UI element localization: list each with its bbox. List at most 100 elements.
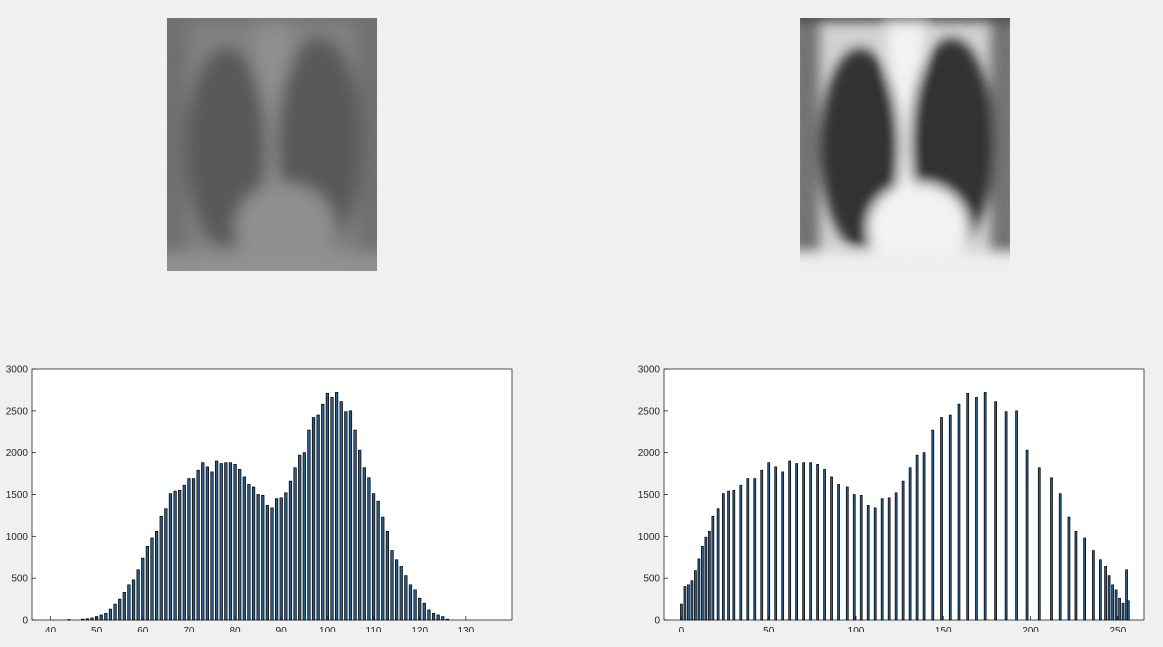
hist-original-bar [422, 602, 426, 621]
hist-equalized-bar [716, 508, 720, 621]
hist-original-ytick-label: 1000 [6, 532, 29, 543]
hist-original-bar [353, 429, 357, 621]
hist-original-xtick-label: 120 [411, 626, 428, 632]
hist-original-bar [334, 392, 339, 621]
hist-original-bar [214, 460, 219, 621]
hist-original-bar [376, 500, 380, 621]
hist-original-bar [104, 612, 108, 621]
hist-equalized-ytick-label: 2000 [638, 448, 661, 459]
hist-equalized-bar [873, 507, 877, 621]
hist-equalized-bar [1067, 516, 1071, 621]
hist-equalized-xtick-label: 100 [848, 626, 865, 632]
hist-equalized-xtick-label: 50 [763, 626, 775, 632]
hist-original-bar [274, 498, 279, 621]
hist-original-xtick-label: 110 [366, 626, 382, 632]
hist-original-bar [261, 494, 265, 621]
hist-original-bar [178, 489, 182, 621]
hist-original-bar [136, 569, 140, 621]
hist-equalized-bar [727, 490, 730, 621]
hist-equalized-bar [1111, 584, 1114, 621]
hist-equalized-bar [774, 466, 778, 621]
hist-original-bar [238, 469, 242, 621]
hist-original-bar [159, 515, 163, 621]
hist-original-xtick-label: 60 [137, 626, 149, 632]
hist-equalized-xtick-label: 0 [679, 626, 685, 632]
hist-original-bar [436, 614, 440, 621]
hist-original-bar [385, 530, 390, 621]
hist-equalized-bar [697, 558, 701, 621]
hist-original-bar [339, 401, 343, 621]
hist-equalized-bar [1092, 550, 1095, 621]
hist-original-bar [224, 462, 228, 621]
hist-original-bar [164, 508, 168, 621]
hist-equalized-bar [711, 515, 715, 621]
hist-original-bar [321, 403, 325, 621]
hist-original-ytick-label: 2500 [6, 406, 29, 417]
hist-equalized-bar [708, 530, 711, 621]
hist-equalized-bar [866, 505, 870, 621]
hist-equalized-ytick-label: 1500 [638, 490, 661, 501]
hist-original-ytick-label: 500 [11, 574, 28, 585]
hist-original-bar [219, 463, 223, 621]
hist-original-bar [256, 494, 260, 621]
hist-equalized-ytick-label: 3000 [638, 365, 661, 376]
hist-equalized-ytick-label: 500 [643, 574, 660, 585]
hist-equalized-bar [683, 586, 687, 621]
hist-original-bar [182, 484, 186, 621]
hist-equalized-bar [852, 494, 856, 621]
hist-equalized-bar [1037, 467, 1041, 621]
hist-original-bar [67, 619, 71, 621]
hist-equalized-bar [746, 478, 750, 621]
hist-original-bar [265, 505, 270, 621]
hist-original-xtick-label: 70 [183, 626, 195, 632]
hist-equalized-bar [915, 454, 919, 621]
hist-original-bar [348, 410, 353, 621]
hist-original-bar [242, 476, 246, 621]
hist-original-bar [311, 417, 316, 621]
hist-original-bar [399, 566, 403, 621]
hist-original-bar [394, 559, 399, 621]
hist-original-bar [81, 618, 85, 621]
hist-original-bar [150, 537, 154, 621]
hist-equalized-bar [823, 469, 826, 621]
histogram-equalized-svg: 0 500 1000 1500 2000 2500 3000 0 50 100 150 200 250 [638, 365, 1145, 637]
hist-original-bar [298, 454, 302, 621]
hist-equalized-bar [940, 417, 943, 621]
hist-equalized-xtick-label: 200 [1022, 626, 1039, 632]
hist-original-bar [445, 618, 450, 621]
hist-original-bar [173, 490, 177, 621]
hist-equalized-bar [1083, 537, 1087, 621]
hist-original-bar [99, 614, 103, 621]
hist-original-bar [431, 612, 436, 621]
hist-equalized-bar [983, 392, 987, 621]
hist-original-bar [404, 575, 408, 621]
hist-equalized-bar [845, 486, 849, 621]
hist-equalized-bar [1104, 566, 1107, 621]
hist-original-bar [122, 592, 126, 621]
hist-original-bar [284, 492, 288, 621]
hist-equalized-xtick-label: 250 [1109, 626, 1126, 632]
hist-original-ytick-label: 2000 [6, 448, 29, 459]
hist-original-bar [408, 584, 413, 621]
hist-original-ytick-label: 3000 [6, 365, 29, 376]
hist-equalized-bar [760, 469, 764, 621]
hist-original-bar [413, 589, 417, 621]
hist-original-bar [302, 452, 306, 621]
hist-equalized-bar [1074, 530, 1078, 621]
hist-original-bar [210, 471, 214, 621]
hist-equalized-bar [816, 464, 819, 621]
hist-original-bar [127, 584, 131, 621]
hist-equalized-bar [767, 462, 771, 621]
hist-original-bar [196, 469, 200, 621]
hist-equalized-xtick-label: 150 [935, 626, 952, 632]
hist-original-bar [279, 497, 283, 621]
hist-original-xtick-label: 40 [45, 626, 57, 632]
hist-original-xtick-label: 50 [91, 626, 103, 632]
hist-original-bar [390, 550, 394, 621]
hist-equalized-bar [1107, 575, 1111, 621]
original-xray-image [167, 18, 377, 271]
hist-equalized-bar [994, 401, 997, 621]
hist-equalized-bar [837, 484, 840, 621]
histogram-equalized: 0 500 1000 1500 2000 2500 3000 0 50 100 150 200 250 [632, 362, 1152, 637]
hist-equalized-bar [802, 462, 805, 621]
